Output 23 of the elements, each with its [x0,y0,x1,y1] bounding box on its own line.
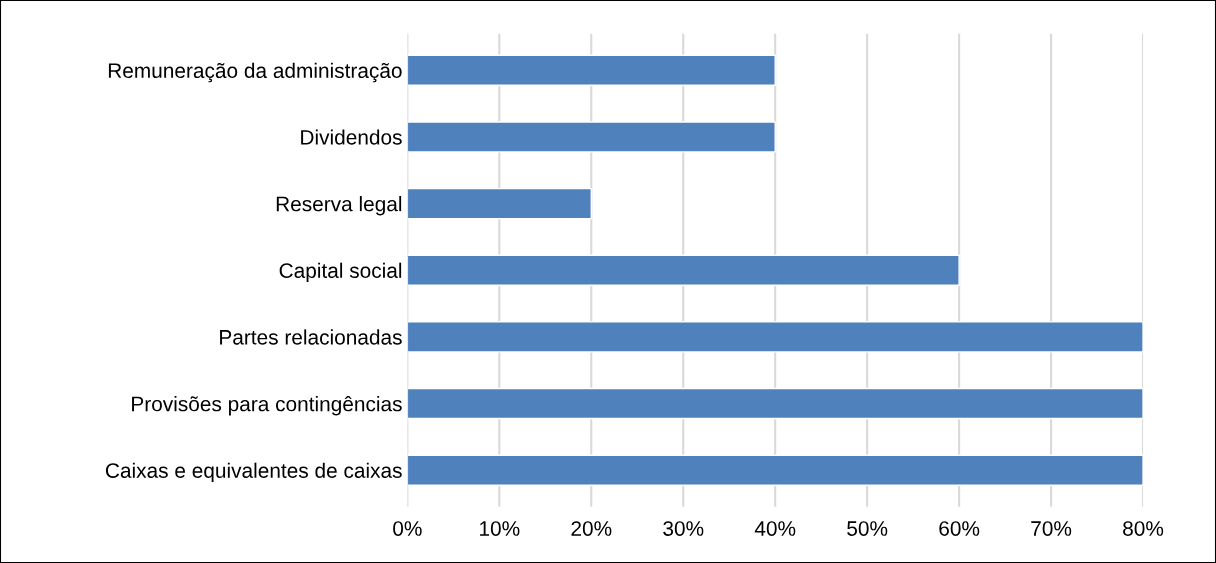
x-tick-label: 40% [754,521,796,536]
x-tick-label: 0% [393,521,422,536]
bar [407,187,592,220]
bar [407,54,776,86]
y-tick-label: Capital social [279,262,402,283]
x-tick-label: 10% [480,521,520,536]
y-tick-label: Partes relacionadas [220,329,402,345]
x-tick-label: 60% [939,521,980,536]
x-tick-label: 70% [1031,521,1072,536]
y-tick-label: Dividendos [301,129,402,145]
x-tick-label: 30% [663,521,704,536]
y-tick-label: Provisões para contingências [132,395,402,416]
y-tick-label: Caixas e equivalentes de caixas [105,462,402,483]
y-tick-label: Remuneração da administração [108,62,402,83]
x-tick-label: 80% [1123,521,1164,536]
y-tick-label: Reserva legal [276,196,402,216]
bar [407,121,776,153]
bar [407,387,1144,420]
bar [407,254,960,286]
x-tick-label: 20% [571,521,612,536]
bar [407,454,1144,486]
bar [407,321,1144,353]
x-tick-label: 50% [847,521,888,536]
